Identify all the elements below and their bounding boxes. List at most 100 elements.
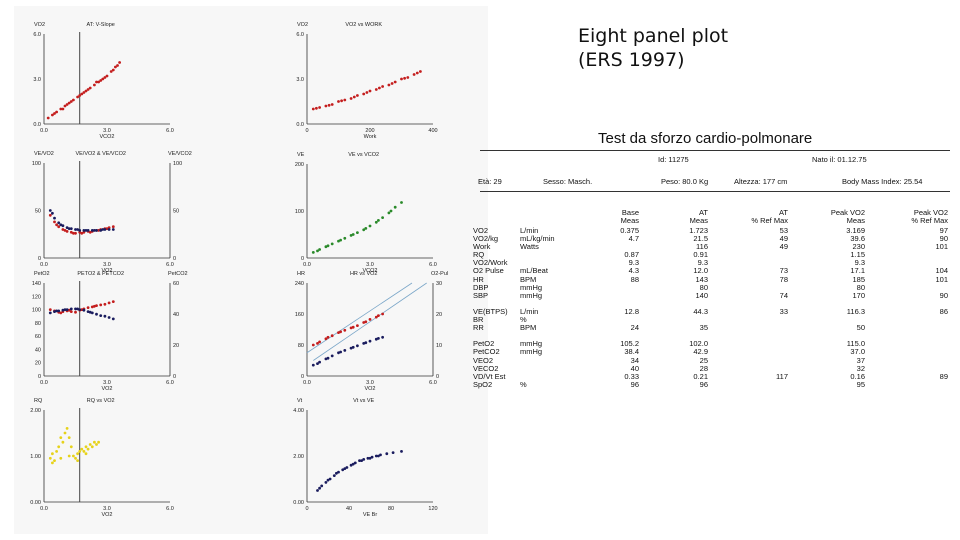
data-point: [63, 431, 67, 435]
data-point: [63, 104, 67, 108]
data-point: [48, 213, 52, 217]
panel-title: RQ vs VO2: [87, 398, 115, 404]
table-cell: RQ: [473, 250, 485, 260]
data-point: [311, 363, 315, 367]
table-cell: mmHg: [520, 339, 543, 349]
data-point: [76, 307, 79, 311]
table-cell: [520, 251, 580, 259]
data-point: [406, 76, 410, 79]
table-cell: [730, 316, 788, 324]
data-point: [374, 220, 378, 224]
column-header-line: Meas: [846, 216, 865, 226]
table-cell: 95: [856, 379, 865, 389]
table-cell: [730, 348, 788, 356]
y-tick-label: 0: [38, 374, 41, 380]
x-axis-label: VCO2: [100, 134, 115, 140]
data-point: [419, 70, 422, 73]
y-tick-label: 0: [301, 256, 304, 262]
data-point: [330, 334, 334, 338]
table-column: 1.723 21.5 116 0.91 9.3 12.0 143 80 140 44.3 35 102…: [660, 226, 708, 389]
table-cell: 116.3: [846, 306, 865, 316]
table-cell: [595, 292, 639, 300]
data-point: [365, 91, 369, 94]
data-point: [326, 244, 330, 248]
table-cell: 9.3: [628, 258, 639, 268]
y2-tick-label: 40: [173, 312, 179, 318]
data-point: [311, 343, 315, 347]
data-point: [95, 443, 98, 446]
data-point: [377, 219, 380, 222]
data-point: [84, 229, 88, 232]
data-point: [374, 315, 378, 319]
data-point: [343, 349, 347, 352]
y2-axis-label: PetCO2: [168, 271, 188, 277]
x-tick-label: 6.0: [429, 262, 437, 268]
data-point: [349, 234, 353, 237]
data-point: [53, 112, 56, 115]
table-column: VO2 VO2/kg Work RQ VO2/Work O2 Pulse HR DBP SBP V…: [473, 226, 523, 389]
table-cell: [890, 316, 948, 324]
data-point: [97, 80, 100, 84]
table-cell: 34: [630, 355, 639, 365]
data-point: [82, 308, 86, 312]
data-point: [318, 360, 321, 364]
y-tick-label: 3.0: [33, 77, 41, 83]
table-cell: 97: [939, 226, 948, 235]
y2-axis-label: VE/VCO2: [168, 151, 192, 157]
y-tick-label: 2.00: [293, 454, 304, 460]
data-point: [381, 335, 384, 339]
table-cell: 170: [852, 290, 865, 300]
data-point: [69, 445, 73, 449]
table-cell: 96: [630, 379, 639, 389]
data-point: [97, 229, 100, 232]
data-point: [48, 308, 52, 311]
column-header: Base Meas: [595, 208, 639, 225]
y-axis-label: HR: [297, 271, 305, 277]
data-point: [366, 456, 370, 460]
data-point: [69, 100, 73, 103]
data-point: [378, 86, 381, 90]
data-point: [76, 95, 79, 99]
y-axis-label: VE/VO2: [34, 151, 54, 157]
data-point: [65, 226, 69, 230]
reference-line: [306, 282, 413, 354]
data-point: [351, 345, 355, 349]
data-point: [55, 450, 58, 453]
table-cell: [730, 340, 788, 348]
table-cell: 90: [939, 290, 948, 300]
table-cell: 50: [856, 323, 865, 333]
table-cell: 9.3: [854, 258, 865, 268]
data-point: [88, 310, 92, 314]
table-cell: L/min: [520, 226, 539, 235]
data-point: [48, 209, 52, 212]
data-point: [326, 335, 330, 339]
column-header: Peak VO2% Ref Max: [890, 208, 948, 225]
data-point: [67, 436, 71, 439]
data-point: [393, 80, 397, 84]
table-cell: VO2/Work: [473, 258, 508, 268]
y-axis-label: VE: [297, 152, 305, 158]
table-cell: %: [520, 315, 527, 325]
data-point: [86, 310, 90, 313]
data-point: [101, 77, 105, 81]
data-point: [99, 314, 103, 317]
data-point: [403, 76, 406, 80]
data-point: [368, 339, 372, 343]
data-point: [335, 471, 338, 475]
data-point: [340, 99, 343, 103]
column-header-line: Base: [621, 208, 639, 217]
data-point: [374, 454, 378, 458]
table-cell: VEO2: [473, 355, 494, 365]
data-point: [76, 228, 79, 231]
column-header-line: AT: [778, 208, 788, 217]
data-point: [364, 227, 368, 230]
data-point: [326, 356, 330, 360]
data-point: [400, 201, 403, 204]
table-cell: 104: [935, 266, 948, 276]
table-cell: 101: [935, 274, 948, 284]
data-point: [69, 227, 73, 231]
data-point: [379, 453, 382, 457]
data-point: [67, 101, 71, 105]
data-point: [114, 65, 117, 69]
table-cell: 12.0: [693, 266, 708, 276]
